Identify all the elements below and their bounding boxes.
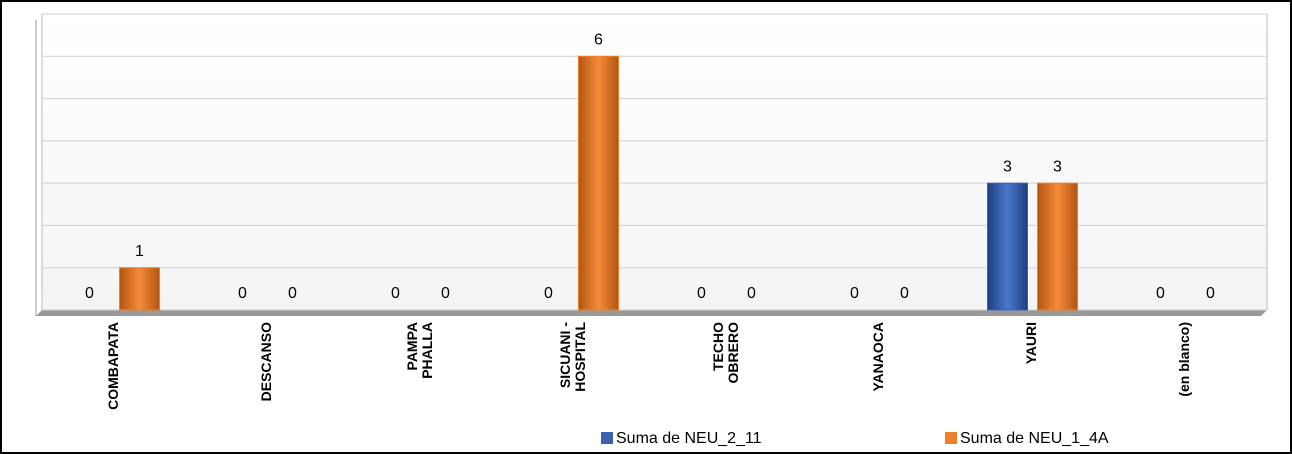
legend-label: Suma de NEU_1_4A	[960, 430, 1109, 447]
bar	[578, 55, 619, 311]
x-tick-label: SICUANI -HOSPITAL	[557, 322, 588, 392]
x-tick-label: (en blanco)	[1176, 322, 1192, 397]
data-label: 6	[594, 32, 603, 49]
data-label: 0	[391, 285, 400, 302]
data-label: 0	[238, 285, 247, 302]
plot-area	[41, 13, 1268, 311]
x-tick-label: PAMPAPHALLA	[404, 322, 435, 379]
data-label: 1	[135, 243, 144, 260]
data-label: 0	[544, 285, 553, 302]
data-label: 0	[1156, 285, 1165, 302]
legend-label: Suma de NEU_2_11	[616, 430, 762, 447]
data-label: 3	[1053, 158, 1062, 175]
legend-swatch	[601, 432, 613, 444]
x-tick-label: COMBAPATA	[105, 322, 121, 410]
bar	[987, 182, 1028, 311]
x-tick-label: DESCANSO	[258, 322, 274, 401]
data-label: 0	[747, 285, 756, 302]
x-tick-label: TECHOOBRERO	[710, 322, 741, 384]
x-tick-label: YAURI	[1023, 322, 1039, 364]
x-tick-label: YANAOCA	[870, 322, 886, 392]
data-label: 0	[697, 285, 706, 302]
data-label: 0	[441, 285, 450, 302]
data-label: 0	[850, 285, 859, 302]
bar	[1037, 182, 1078, 311]
data-label: 0	[1206, 285, 1215, 302]
data-label: 0	[288, 285, 297, 302]
floor	[36, 310, 1267, 316]
bar	[119, 267, 160, 311]
legend-swatch	[945, 432, 957, 444]
data-label: 0	[85, 285, 94, 302]
data-label: 3	[1003, 158, 1012, 175]
data-label: 0	[900, 285, 909, 302]
